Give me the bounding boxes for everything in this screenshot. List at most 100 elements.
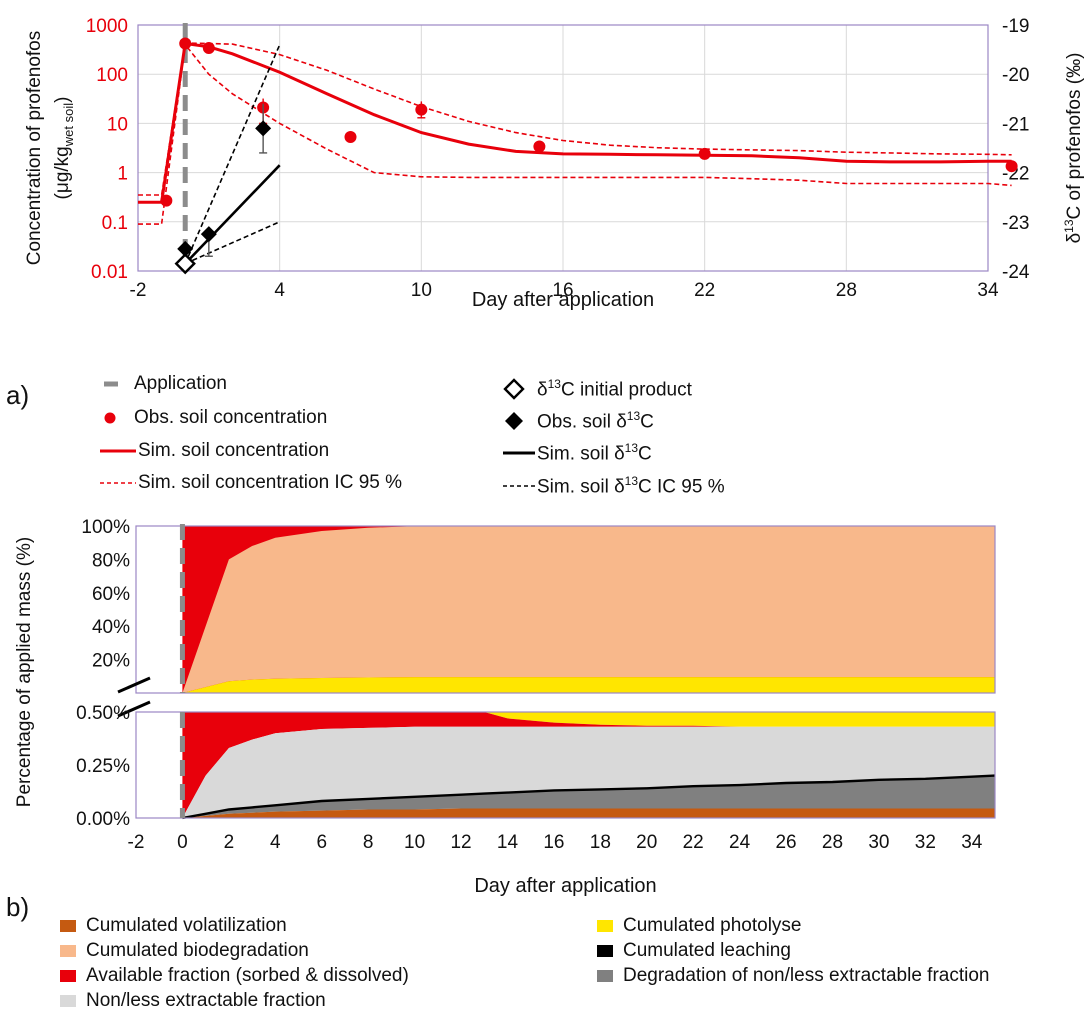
legend-label: Non/less extractable fraction (86, 990, 326, 1011)
legend-item-d13c-initial: δ13C initial product (503, 377, 692, 401)
data-point-diamond (255, 120, 272, 137)
y-left-tick-label: 1000 (86, 16, 128, 37)
series-line (184, 164, 281, 265)
legend-item-sim-conc-ic: Sim. soil concentration IC 95 % (100, 472, 402, 494)
legend-marker-red-line (100, 449, 136, 453)
axis-break-mark (117, 700, 151, 718)
x-tick-label: 20 (636, 832, 657, 853)
legend-label: Cumulated biodegradation (86, 940, 309, 961)
axis-break-mark (117, 676, 151, 694)
legend-label: Sim. soil δ13C (537, 441, 652, 465)
data-point-diamond (200, 226, 217, 243)
legend-marker-application (104, 381, 118, 387)
x-tick-label: -2 (130, 280, 147, 301)
legend-marker-black-line (503, 451, 535, 455)
legend-marker-black-diamond (505, 412, 523, 431)
legend-marker-red-dashed (100, 482, 136, 484)
data-point (344, 130, 357, 143)
chart-b: 20%40%60%80%100%0.00%0.25%0.50%-2 0 2 4 6 8 10… (14, 517, 996, 897)
data-point-diamond (177, 240, 194, 257)
x-tick-label: 18 (590, 832, 611, 853)
chart-a: -2 4 10 16 22 28 340.010.11101001000-24-23-22-… (24, 16, 1085, 311)
legend-label: δ13C initial product (537, 377, 692, 401)
data-point (415, 103, 428, 116)
legend-item-obs-d13c: Obs. soil δ13C (503, 409, 654, 433)
area-volatilization (182, 808, 995, 818)
y-left-axis-label: Concentration of profenofos (24, 31, 45, 266)
legend-swatch (60, 970, 76, 982)
area-available-lower (182, 712, 995, 818)
y-right-tick-label: -21 (1002, 114, 1029, 135)
y-right-tick-label: -23 (1002, 213, 1029, 234)
x-tick-label: 2 (224, 832, 235, 853)
y-lower-tick-label: 0.00% (76, 809, 130, 830)
data-point (533, 140, 546, 153)
legend-label: Application (134, 373, 227, 394)
y-left-axis-unit: (μg/kgwet soil) (52, 97, 76, 200)
x-axis-label: Day after application (472, 289, 654, 311)
y-left-tick-label: 0.01 (91, 262, 128, 283)
area-photolyse-lower (182, 712, 995, 727)
x-tick-label: 22 (683, 832, 704, 853)
series-dashed-line (138, 42, 1012, 225)
unit-post: ) (52, 97, 73, 103)
data-point (160, 194, 173, 207)
data-point (1005, 160, 1018, 173)
x-tick-label: 10 (404, 832, 425, 853)
label-pre: δ (1064, 233, 1085, 244)
legend-label: Cumulated volatilization (86, 915, 287, 936)
x-tick-label: 8 (363, 832, 374, 853)
y-left-tick-label: 0.1 (102, 213, 128, 234)
area-nonextract (182, 726, 995, 818)
y-right-tick-label: -20 (1002, 65, 1029, 86)
legend-label: Cumulated leaching (623, 940, 791, 961)
x-tick-label: -2 (128, 832, 145, 853)
x-tick-label: 32 (915, 832, 936, 853)
legend-label: Obs. soil δ13C (537, 409, 654, 433)
x-tick-label: 26 (775, 832, 796, 853)
x-tick-label: 4 (270, 832, 281, 853)
x-tick-label: 22 (694, 280, 715, 301)
y-lower-tick-label: 0.25% (76, 756, 130, 777)
x-tick-label: 16 (543, 832, 564, 853)
data-point (202, 42, 215, 55)
legend-item-leaching: Cumulated leaching (597, 940, 791, 962)
series-line (138, 41, 1012, 204)
legend-item-biodegradation: Cumulated biodegradation (60, 940, 309, 962)
y-lower-tick-label: 0.50% (76, 703, 130, 724)
x-tick-label: 6 (316, 832, 327, 853)
line-leaching (182, 774, 996, 820)
x-tick-label: 34 (961, 832, 983, 853)
x-tick-label: 24 (729, 832, 751, 853)
legend-item-obs-conc: Obs. soil concentration (100, 407, 327, 429)
x-tick-label: 16 (552, 280, 573, 301)
legend-marker-open-diamond (503, 378, 525, 400)
y-axis-label: Percentage of applied mass (%) (14, 537, 35, 807)
y-upper-tick-label: 40% (92, 617, 130, 638)
area-biodegradation (182, 526, 995, 693)
x-tick-label: 10 (411, 280, 432, 301)
lower-frame (135, 711, 996, 819)
y-upper-tick-label: 100% (81, 517, 130, 538)
legend-item-available: Available fraction (sorbed & dissolved) (60, 965, 409, 987)
label-sup: 13 (1062, 219, 1076, 233)
legend-label: Obs. soil concentration (134, 407, 328, 428)
y-right-tick-label: -24 (1002, 262, 1030, 283)
y-upper-tick-label: 80% (92, 550, 130, 571)
label-post: C of profenofos (‰) (1064, 53, 1085, 220)
x-tick-label: 0 (177, 832, 188, 853)
legend-label: Degradation of non/less extractable frac… (623, 965, 990, 986)
x-tick-label: 34 (977, 280, 999, 301)
legend-label: Sim. soil concentration IC 95 % (138, 472, 403, 493)
legend-label: Sim. soil δ13C IC 95 % (537, 474, 725, 498)
panel-label-b: b) (6, 892, 30, 922)
data-point (698, 147, 711, 160)
x-tick-label: 28 (822, 832, 843, 853)
unit-sub: wet soil (61, 103, 76, 147)
unit-pre: (μg/kg (52, 146, 73, 199)
legend-marker-black-dashed (503, 485, 535, 487)
x-axis-label: Day after application (474, 875, 656, 897)
series-dashed-line (138, 42, 1012, 196)
area-degradation (182, 775, 995, 818)
